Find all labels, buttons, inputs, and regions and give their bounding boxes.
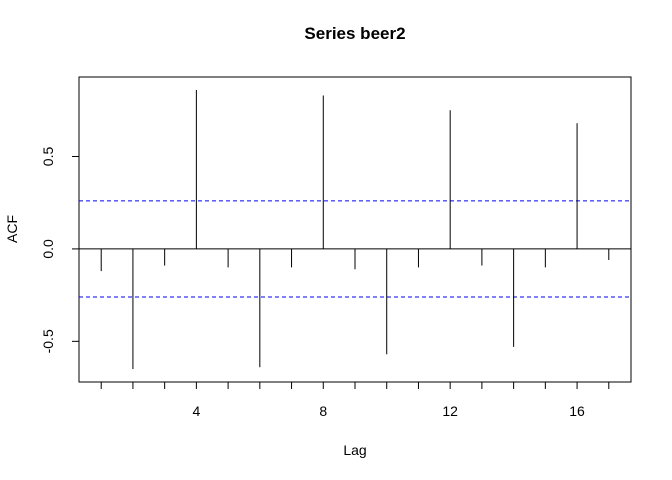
chart-title: Series beer2	[304, 24, 405, 43]
y-tick-label-0: -0.5	[40, 329, 56, 353]
chart-marks: 4 8 12 16 -0.5 0.0 0.5	[40, 89, 631, 419]
x-tick-label-12: 12	[442, 403, 458, 419]
x-axis-label: Lag	[343, 442, 366, 458]
x-tick-label-8: 8	[319, 403, 327, 419]
x-tick-label-16: 16	[569, 403, 585, 419]
y-tick-label-1: 0.0	[40, 239, 56, 259]
plot-box	[78, 76, 632, 383]
y-tick-label-2: 0.5	[40, 147, 56, 167]
x-tick-label-4: 4	[192, 403, 200, 419]
y-axis-label: ACF	[4, 215, 20, 243]
